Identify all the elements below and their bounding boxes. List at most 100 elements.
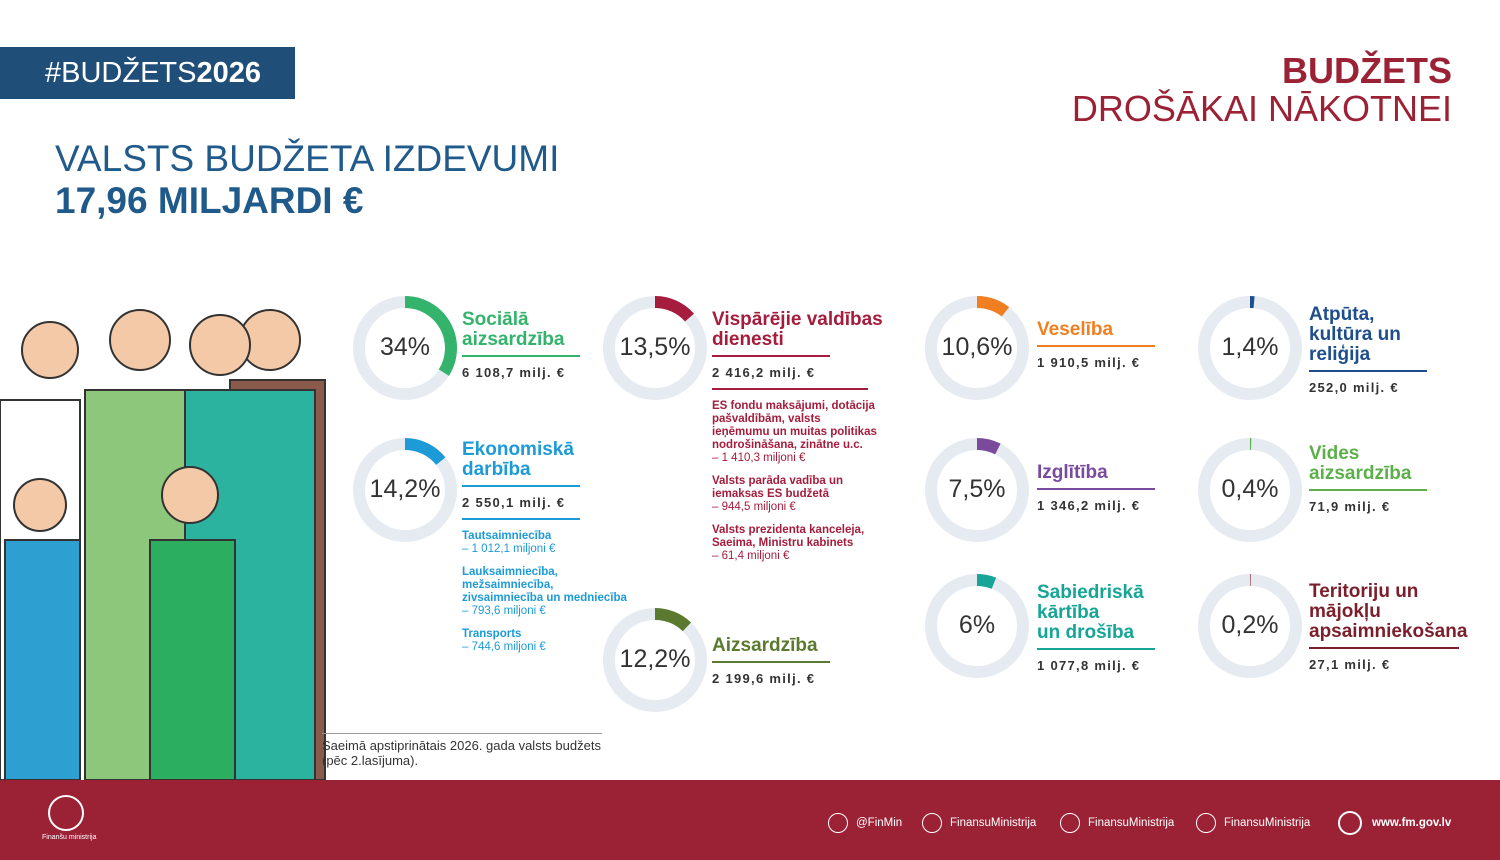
amount: 2 550,1 milj. € — [462, 495, 566, 510]
category-name: Vides — [1309, 443, 1360, 464]
category-name: un drošība — [1037, 622, 1135, 643]
hashtag: #BUDŽETS2026 — [0, 47, 295, 99]
ring-arc — [404, 296, 457, 376]
underline — [1037, 345, 1155, 347]
category-name: Vispārējie valdības — [712, 309, 883, 330]
amount: 6 108,7 milj. € — [462, 365, 566, 380]
underline — [462, 355, 580, 357]
detail: Lauksaimniecība, mežsaimniecība, zivsaim… — [462, 566, 627, 618]
family-illustration — [0, 309, 326, 781]
footnote: Saeimā apstiprinātais 2026. gada valsts … — [322, 733, 602, 768]
social-link[interactable]: FinansuMinistrija — [1088, 817, 1175, 829]
amount: 1 910,5 milj. € — [1037, 355, 1141, 370]
percent-label: 6% — [958, 611, 996, 639]
detail-label: Tautsaimniecība — [462, 530, 552, 542]
percent-label: 13,5% — [619, 333, 691, 361]
slogan: BUDŽETS DROŠĀKAI NĀKOTNEI — [1072, 52, 1452, 128]
ring-arc — [976, 296, 1010, 317]
percent-label: 0,4% — [1221, 475, 1279, 503]
hashtag-year: 2026 — [196, 57, 261, 89]
social-icon — [828, 813, 848, 833]
underline — [1037, 648, 1155, 650]
category-name: aizsardzība — [462, 329, 565, 350]
category-name: Izglītība — [1037, 462, 1108, 483]
category: Teritoriju un mājokļu apsaimniekošana 27,1 … — [1309, 582, 1500, 672]
underline — [1309, 489, 1427, 491]
detail-amount: – 1 012,1 miljoni € — [462, 543, 556, 555]
category: Vides aizsardzība 71,9 milj. € — [1309, 444, 1487, 514]
separator — [712, 388, 868, 390]
category-name: Atpūta, — [1309, 304, 1375, 325]
category-name: reliģija — [1309, 344, 1371, 365]
detail-label: Transports — [462, 628, 522, 640]
category: Aizsardzība 2 199,6 milj. € — [712, 636, 890, 686]
underline — [1309, 370, 1427, 372]
category-name: Sociālā — [462, 309, 529, 330]
social-link[interactable]: FinansuMinistrija — [1224, 817, 1311, 829]
underline — [1309, 647, 1459, 649]
category: Sabiedriskā kārtība un drošība 1 077,8 milj… — [1037, 583, 1215, 673]
separator — [462, 518, 580, 520]
category-name: Aizsardzība — [712, 635, 818, 656]
percent-label: 0,2% — [1221, 611, 1279, 639]
category: Vispārējie valdības dienesti 2 416,2 milj.… — [712, 310, 890, 573]
percent-label: 14,2% — [369, 475, 441, 503]
underline — [712, 661, 830, 663]
amount: 252,0 milj. € — [1309, 380, 1399, 395]
detail-amount: – 1 410,3 miljoni € — [712, 452, 806, 464]
category-name: Sabiedriskā — [1037, 582, 1144, 603]
percent-label: 10,6% — [941, 333, 1013, 361]
underline — [1037, 488, 1155, 490]
title-line: VALSTS BUDŽETA IZDEVUMI — [55, 138, 560, 179]
amount: 27,1 milj. € — [1309, 657, 1391, 672]
ministry-logo — [48, 795, 84, 831]
ring-arc — [976, 438, 1001, 455]
detail-label: Valsts parāda vadība un iemaksas ES budž… — [712, 475, 844, 500]
category-name: aizsardzība — [1309, 463, 1412, 484]
detail-label: Lauksaimniecība, mežsaimniecība, zivsaim… — [462, 566, 627, 604]
category-name: Teritoriju un — [1309, 581, 1419, 602]
social-icon — [922, 813, 942, 833]
ring-arc — [654, 296, 695, 322]
slogan-line: DROŠĀKAI NĀKOTNEI — [1071, 88, 1452, 129]
detail-amount: – 793,6 miljoni € — [462, 605, 546, 617]
percent-label: 7,5% — [948, 475, 1006, 503]
amount: 71,9 milj. € — [1309, 499, 1391, 514]
amount: 1 077,8 milj. € — [1037, 658, 1141, 673]
detail: Transports – 744,6 miljoni € — [462, 628, 627, 654]
detail-amount: – 944,5 miljoni € — [712, 501, 796, 513]
underline — [712, 355, 830, 357]
detail-amount: – 744,6 miljoni € — [462, 641, 546, 653]
footer-bar — [0, 780, 1500, 860]
detail: ES fondu maksājumi, dotācija pašvaldībām… — [712, 400, 877, 465]
category-name: kultūra un — [1309, 324, 1401, 345]
ministry-name: Finanšu ministrija — [42, 834, 97, 841]
category-name: Veselība — [1037, 319, 1114, 340]
social-link[interactable]: @FinMin — [856, 817, 903, 829]
amount: 1 346,2 milj. € — [1037, 498, 1141, 513]
ring-arc — [404, 438, 446, 466]
social-icon — [1060, 813, 1080, 833]
amount: 2 416,2 milj. € — [712, 365, 816, 380]
website[interactable]: www.fm.gov.lv — [1372, 817, 1452, 829]
ring-arc — [976, 574, 997, 589]
category: Veselība 1 910,5 milj. € — [1037, 320, 1215, 370]
detail: Valsts prezidenta kanceleja, Saeima, Min… — [712, 524, 877, 563]
slogan-line: BUDŽETS — [1282, 50, 1452, 91]
detail-label: ES fondu maksājumi, dotācija pašvaldībām… — [712, 400, 877, 451]
category-name: mājokļu — [1309, 601, 1381, 622]
category-name: apsaimniekošana — [1309, 621, 1468, 642]
category-name: darbība — [462, 459, 531, 480]
detail: Tautsaimniecība – 1 012,1 miljoni € — [462, 530, 627, 556]
category-name: Ekonomiskā — [462, 439, 574, 460]
title-total: 17,96 MILJARDI € — [55, 180, 364, 221]
social-icon — [1196, 813, 1216, 833]
percent-label: 34% — [379, 333, 431, 361]
percent-label: 12,2% — [619, 645, 691, 673]
percent-label: 1,4% — [1221, 333, 1279, 361]
underline — [462, 485, 580, 487]
title: VALSTS BUDŽETA IZDEVUMI 17,96 MILJARDI € — [55, 138, 559, 222]
social-link[interactable]: FinansuMinistrija — [950, 817, 1037, 829]
